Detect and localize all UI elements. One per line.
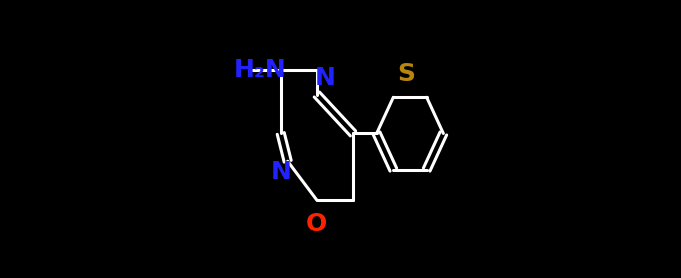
Text: N: N (270, 160, 291, 184)
Text: H₂N: H₂N (234, 58, 286, 81)
Text: N: N (315, 66, 336, 90)
Text: S: S (397, 62, 415, 86)
Text: O: O (306, 212, 328, 236)
